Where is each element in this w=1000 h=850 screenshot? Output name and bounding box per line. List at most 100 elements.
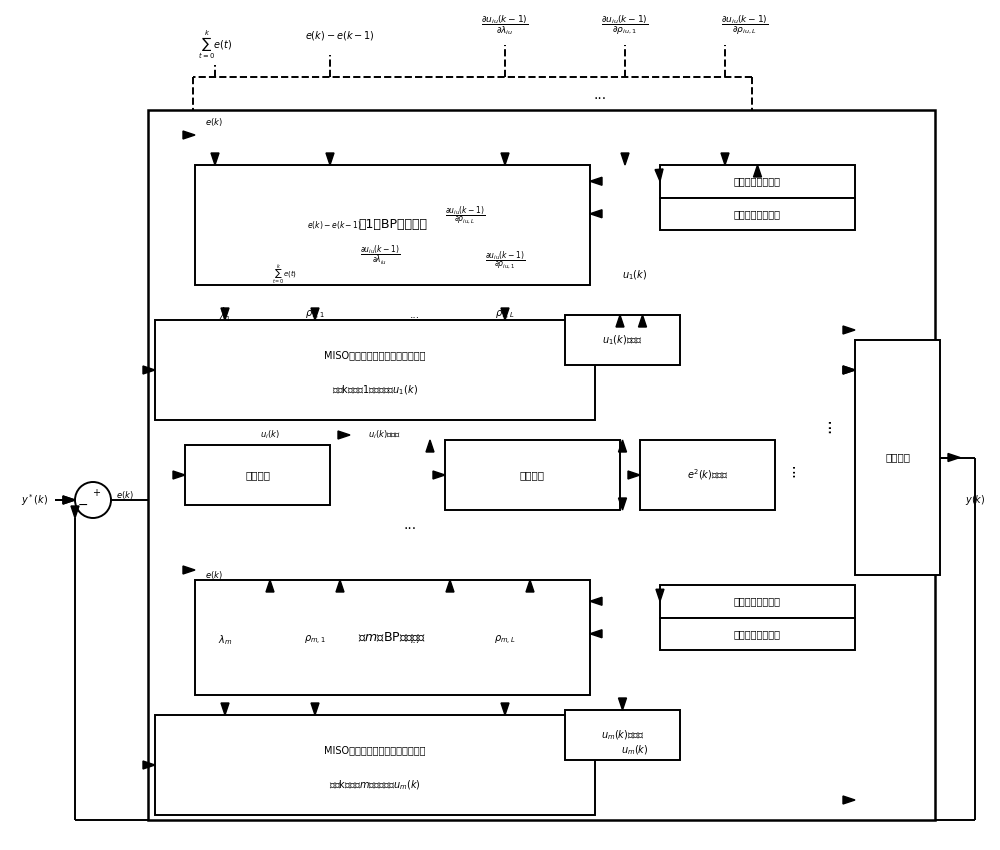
Polygon shape [433, 471, 445, 479]
Polygon shape [526, 580, 534, 592]
Polygon shape [71, 506, 79, 518]
Text: $e(k)$: $e(k)$ [116, 489, 134, 501]
Text: $e^2(k)$最小化: $e^2(k)$最小化 [687, 468, 728, 483]
Text: 梯度集合: 梯度集合 [520, 470, 545, 480]
Polygon shape [843, 326, 855, 334]
Polygon shape [63, 496, 75, 504]
Polygon shape [754, 165, 762, 177]
Polygon shape [501, 308, 509, 320]
Bar [660, 585, 855, 617]
Text: $u_i(k)$: $u_i(k)$ [260, 428, 280, 441]
Bar [445, 440, 620, 510]
Polygon shape [211, 153, 219, 165]
Polygon shape [183, 566, 195, 574]
Text: $u_m(k)$: $u_m(k)$ [621, 743, 649, 756]
Text: $\sum_{t=0}^{k}e(t)$: $\sum_{t=0}^{k}e(t)$ [198, 29, 232, 61]
Text: 误差集合: 误差集合 [245, 470, 270, 480]
Text: 更新隐含层权系数: 更新隐含层权系数 [734, 596, 781, 606]
Polygon shape [843, 366, 855, 374]
Bar [640, 440, 775, 510]
Polygon shape [656, 589, 664, 601]
Polygon shape [618, 498, 626, 510]
Polygon shape [590, 210, 602, 218]
Polygon shape [173, 471, 185, 479]
Polygon shape [639, 315, 646, 327]
Polygon shape [266, 580, 274, 592]
Text: $u_1(k)$的梯度: $u_1(k)$的梯度 [602, 333, 643, 347]
Bar [855, 340, 940, 575]
Text: ...: ... [782, 462, 798, 478]
Text: 更新输出层权系数: 更新输出层权系数 [734, 629, 781, 638]
Text: $\lambda_m$: $\lambda_m$ [218, 633, 232, 647]
Bar [155, 715, 595, 815]
Text: $\dfrac{\partial u_{iu}(k-1)}{\partial \rho_{iu,L}}$: $\dfrac{\partial u_{iu}(k-1)}{\partial \… [721, 14, 769, 37]
Text: ...: ... [816, 417, 834, 433]
Text: $e(k)-e(k-1)$: $e(k)-e(k-1)$ [307, 219, 363, 231]
Text: 计算k时刻第$m$个控制输入$u_m(k)$: 计算k时刻第$m$个控制输入$u_m(k)$ [329, 779, 421, 792]
Text: 更新输出层权系数: 更新输出层权系数 [734, 209, 781, 218]
Text: MISO异因子偏格式无模型控制方法: MISO异因子偏格式无模型控制方法 [324, 745, 426, 755]
Text: $e(k)-e(k-1)$: $e(k)-e(k-1)$ [305, 29, 375, 42]
Bar [660, 617, 855, 650]
Text: $\rho_{1,1}$: $\rho_{1,1}$ [305, 309, 325, 321]
Polygon shape [501, 703, 509, 715]
Polygon shape [426, 440, 434, 452]
Text: $\dfrac{\partial u_{iu}(k-1)}{\partial \rho_{iu,1}}$: $\dfrac{\partial u_{iu}(k-1)}{\partial \… [485, 249, 525, 271]
Bar [195, 165, 590, 285]
Bar [660, 197, 855, 230]
Bar [565, 710, 680, 760]
Polygon shape [590, 178, 602, 185]
Text: $y(k)$: $y(k)$ [965, 493, 985, 507]
Text: $\rho_{m,1}$: $\rho_{m,1}$ [304, 633, 326, 647]
Bar [148, 110, 935, 820]
Text: ...: ... [403, 518, 417, 532]
Bar [185, 445, 330, 505]
Polygon shape [221, 703, 229, 715]
Bar [195, 580, 590, 695]
Bar [565, 315, 680, 365]
Text: MISO异因子偏格式无模型控制方法: MISO异因子偏格式无模型控制方法 [324, 350, 426, 360]
Text: 被控对象: 被控对象 [885, 452, 910, 462]
Polygon shape [655, 169, 663, 181]
Polygon shape [63, 496, 75, 504]
Polygon shape [616, 315, 624, 327]
Polygon shape [446, 580, 454, 592]
Text: $e(k)$: $e(k)$ [205, 569, 223, 581]
Polygon shape [948, 454, 960, 462]
Text: $y^*(k)$: $y^*(k)$ [21, 492, 49, 508]
Text: −: − [78, 498, 88, 512]
Polygon shape [311, 308, 319, 320]
Text: 计算k时刻第1个控制输入$u_1(k)$: 计算k时刻第1个控制输入$u_1(k)$ [332, 383, 418, 397]
Text: $\sum_{t=0}^{k}e(t)$: $\sum_{t=0}^{k}e(t)$ [272, 263, 298, 287]
Polygon shape [721, 153, 729, 165]
Text: $\rho_{m,L}$: $\rho_{m,L}$ [494, 633, 516, 647]
Polygon shape [621, 153, 629, 165]
Polygon shape [143, 366, 155, 374]
Polygon shape [628, 471, 640, 479]
Text: $\dfrac{\partial u_{iu}(k-1)}{\partial \lambda_{iu}}$: $\dfrac{\partial u_{iu}(k-1)}{\partial \… [481, 13, 529, 37]
Bar [155, 320, 595, 420]
Text: $\dfrac{\partial u_{iu}(k-1)}{\partial \lambda_{iu}}$: $\dfrac{\partial u_{iu}(k-1)}{\partial \… [360, 243, 400, 267]
Polygon shape [590, 630, 602, 638]
Polygon shape [311, 703, 319, 715]
Text: ...: ... [410, 310, 420, 320]
Circle shape [75, 482, 111, 518]
Text: $u_i(k)$的梯度: $u_i(k)$的梯度 [368, 428, 402, 441]
Polygon shape [338, 431, 350, 439]
Polygon shape [618, 440, 626, 452]
Bar [660, 165, 855, 197]
Polygon shape [590, 598, 602, 605]
Polygon shape [843, 796, 855, 804]
Text: +: + [92, 488, 100, 498]
Polygon shape [843, 366, 855, 374]
Text: 第$m$个BP神经网络: 第$m$个BP神经网络 [358, 631, 427, 644]
Text: $u_1(k)$: $u_1(k)$ [622, 269, 648, 282]
Polygon shape [618, 698, 626, 710]
Polygon shape [221, 308, 229, 320]
Text: ...: ... [593, 88, 607, 102]
Text: $u_m(k)$的梯度: $u_m(k)$的梯度 [601, 728, 644, 742]
Text: 第1个BP神经网络: 第1个BP神经网络 [358, 218, 427, 231]
Polygon shape [336, 580, 344, 592]
Polygon shape [501, 153, 509, 165]
Text: ...: ... [410, 635, 420, 645]
